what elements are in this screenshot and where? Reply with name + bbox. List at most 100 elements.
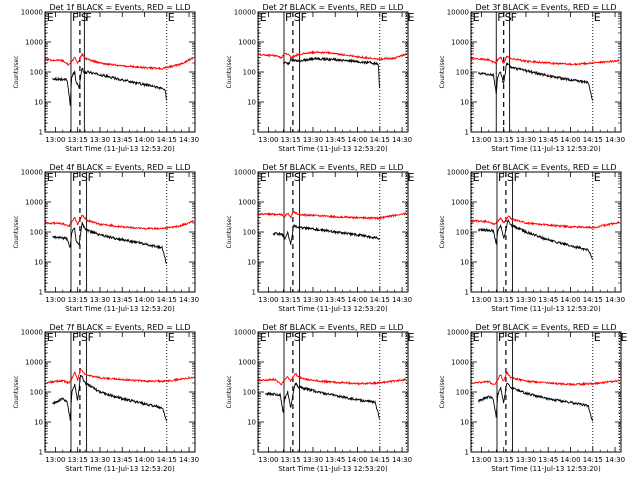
x-tick-label: 14:15 [583, 136, 603, 144]
x-tick-label: 13:00 [471, 296, 491, 304]
x-tick-label: 13:30 [303, 296, 323, 304]
y-axis-label: Counts/sec [226, 55, 233, 88]
chart-panel-3: Det 3f BLACK = Events, RED = LLD Counts/s… [439, 3, 625, 153]
marker-label: E [621, 331, 628, 344]
y-tick-label: 100 [456, 389, 469, 397]
x-tick-label: 13:00 [471, 456, 491, 464]
y-tick-label: 10 [460, 259, 469, 267]
x-axis-label: Start Time (11-Jul-13 12:53:20) [65, 145, 175, 153]
x-tick-label: 13:00 [45, 296, 65, 304]
y-axis-label: Counts/sec [13, 375, 20, 408]
y-axis-label: Counts/sec [13, 55, 20, 88]
y-tick-label: 100 [243, 389, 256, 397]
x-tick-label: 13:15 [494, 296, 514, 304]
marker-label: S [294, 171, 301, 184]
x-tick-label: 13:45 [538, 456, 558, 464]
marker-label: E [381, 331, 388, 344]
x-tick-label: 13:15 [281, 456, 301, 464]
y-tick-label: 1000 [238, 359, 256, 367]
x-tick-label: 13:45 [112, 456, 132, 464]
y-tick-label: 1 [252, 449, 256, 457]
plot-frame [44, 331, 196, 453]
marker-label: S [294, 331, 301, 344]
y-tick-label: 1 [252, 289, 256, 297]
marker-label: E [260, 11, 267, 24]
x-tick-label: 14:00 [134, 456, 154, 464]
x-axis-label: Start Time (11-Jul-13 12:53:20) [278, 145, 388, 153]
x-tick-label: 14:00 [134, 296, 154, 304]
x-axis-label: Start Time (11-Jul-13 12:53:20) [491, 145, 601, 153]
marker-label: E [47, 11, 54, 24]
y-tick-label: 100 [30, 389, 43, 397]
marker-label: E [408, 11, 415, 24]
marker-label: E [47, 331, 54, 344]
x-tick-label: 14:00 [560, 136, 580, 144]
series-line-events [282, 56, 380, 89]
x-tick-label: 13:30 [516, 136, 536, 144]
y-tick-label: 100 [30, 69, 43, 77]
y-tick-label: 10000 [447, 329, 469, 337]
series-line-lld [44, 52, 194, 71]
y-tick-label: 10000 [234, 169, 256, 177]
x-tick-label: 13:45 [538, 296, 558, 304]
y-tick-label: 10 [460, 419, 469, 427]
marker-label: F [285, 171, 291, 184]
x-tick-label: 14:15 [370, 456, 390, 464]
chart-title: Det 2f BLACK = Events, RED = LLD [262, 3, 403, 12]
chart-title: Det 1f BLACK = Events, RED = LLD [49, 3, 190, 12]
y-tick-label: 1 [39, 129, 43, 137]
series-line-events [52, 374, 167, 422]
marker-label: F [72, 171, 78, 184]
marker-label: S [294, 11, 301, 24]
marker-label: F [285, 11, 291, 24]
series-line-events [52, 68, 167, 106]
y-tick-label: 1000 [25, 199, 43, 207]
marker-label: F [88, 171, 94, 184]
chart-panel-6: Det 6f BLACK = Events, RED = LLD Counts/s… [439, 163, 625, 313]
marker-label: E [408, 331, 415, 344]
marker-label: E [168, 171, 175, 184]
marker-label: E [168, 11, 175, 24]
chart-panel-8: Det 8f BLACK = Events, RED = LLD Counts/s… [226, 323, 415, 473]
y-tick-label: 10000 [234, 9, 256, 17]
x-tick-label: 14:30 [605, 456, 625, 464]
y-tick-label: 100 [243, 229, 256, 237]
x-tick-label: 13:00 [258, 296, 278, 304]
chart-title: Det 3f BLACK = Events, RED = LLD [475, 3, 616, 12]
chart-title: Det 4f BLACK = Events, RED = LLD [49, 163, 190, 172]
x-axis-label: Start Time (11-Jul-13 12:53:20) [491, 465, 601, 473]
y-tick-label: 10 [34, 419, 43, 427]
y-tick-label: 100 [243, 69, 256, 77]
y-tick-label: 1000 [25, 39, 43, 47]
y-tick-label: 10000 [21, 9, 43, 17]
marker-label: F [88, 331, 94, 344]
x-tick-label: 14:30 [605, 136, 625, 144]
x-tick-label: 14:15 [370, 136, 390, 144]
chart-panel-9: Det 9f BLACK = Events, RED = LLD Counts/s… [439, 323, 628, 473]
x-tick-label: 14:30 [392, 456, 412, 464]
series-line-lld [44, 214, 194, 231]
x-axis-label: Start Time (11-Jul-13 12:53:20) [491, 305, 601, 313]
x-tick-label: 14:30 [605, 296, 625, 304]
x-tick-label: 13:00 [258, 136, 278, 144]
y-tick-label: 10 [247, 99, 256, 107]
marker-label: E [594, 171, 601, 184]
y-tick-label: 1 [39, 449, 43, 457]
y-tick-label: 1000 [451, 39, 469, 47]
x-tick-label: 14:30 [179, 456, 199, 464]
x-tick-label: 14:15 [583, 456, 603, 464]
marker-label: E [381, 171, 388, 184]
marker-label: S [507, 331, 514, 344]
x-tick-label: 13:00 [45, 136, 65, 144]
marker-label: S [507, 171, 514, 184]
x-tick-label: 13:45 [538, 136, 558, 144]
marker-label: F [498, 331, 504, 344]
x-tick-label: 14:30 [392, 296, 412, 304]
marker-label: E [473, 171, 480, 184]
y-tick-label: 10000 [447, 169, 469, 177]
y-tick-label: 10000 [21, 169, 43, 177]
marker-label: E [381, 11, 388, 24]
x-tick-label: 14:15 [157, 296, 177, 304]
marker-label: E [594, 331, 601, 344]
x-tick-label: 13:30 [90, 296, 110, 304]
